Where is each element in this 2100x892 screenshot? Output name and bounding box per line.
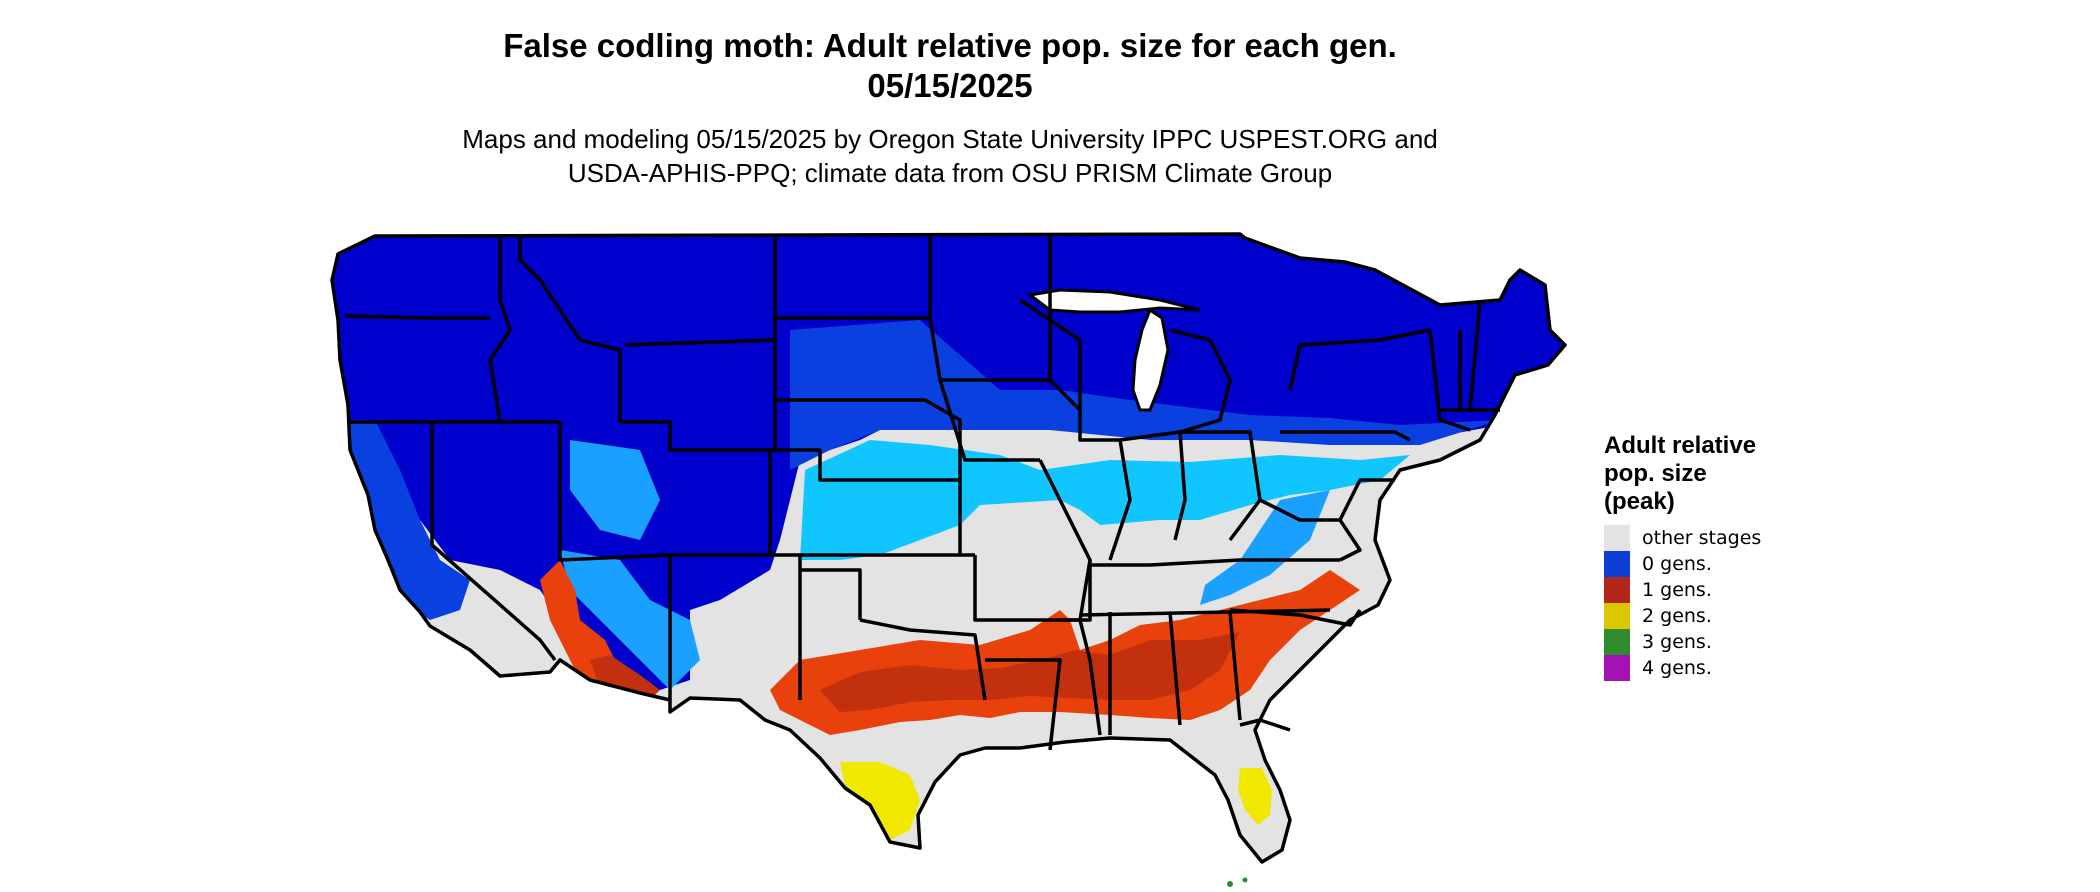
zero-gen-cyan-band	[800, 440, 1410, 560]
legend-item-1-gens: 1 gens.	[1604, 577, 1712, 603]
zero-gen-colorado-plateau	[570, 440, 660, 540]
map-title-date: 05/15/2025	[867, 67, 1033, 104]
two-gen-texas	[840, 762, 920, 840]
state-borders	[330, 232, 1567, 864]
legend-item-4-gens: 4 gens.	[1604, 655, 1712, 681]
legend-label: other stages	[1642, 527, 1762, 549]
legend-label: 1 gens.	[1642, 579, 1712, 601]
lake-superior	[1026, 288, 1201, 314]
legend-title-line2: pop. size	[1604, 460, 1707, 487]
legend-title: Adult relative pop. size (peak)	[1604, 432, 1844, 516]
two-gen-florida	[1238, 768, 1272, 825]
legend-swatch	[1604, 603, 1630, 629]
legend-title-line1: Adult relative	[1604, 432, 1757, 459]
map-title-line1: False codling moth: Adult relative pop. …	[503, 27, 1397, 64]
zero-gen-southwest	[560, 550, 700, 690]
legend-item-0-gens: 0 gens.	[1604, 551, 1712, 577]
legend-title-line3: (peak)	[1604, 488, 1675, 515]
credits-line1: Maps and modeling 05/15/2025 by Oregon S…	[462, 124, 1438, 154]
legend-swatch	[1604, 629, 1630, 655]
florida-keys-marker	[1242, 877, 1248, 883]
legend-item-3-gens: 3 gens.	[1604, 629, 1712, 655]
legend-label: 3 gens.	[1642, 631, 1712, 653]
legend-swatch	[1604, 655, 1630, 681]
legend-swatch	[1604, 525, 1630, 551]
legend-label: 0 gens.	[1642, 553, 1712, 575]
zero-gen-coast	[338, 420, 470, 620]
one-gen-south-core	[820, 632, 1240, 712]
legend-label: 4 gens.	[1642, 657, 1712, 679]
legend-swatch	[1604, 551, 1630, 577]
lake-michigan	[1131, 307, 1170, 412]
legend-item-other-stages: other stages	[1604, 525, 1761, 551]
florida-keys-marker	[1227, 881, 1233, 887]
legend-item-2-gens: 2 gens.	[1604, 603, 1712, 629]
credits-line2: USDA-APHIS-PPQ; climate data from OSU PR…	[567, 158, 1333, 188]
legend-swatch	[1604, 577, 1630, 603]
legend-label: 2 gens.	[1642, 605, 1712, 627]
